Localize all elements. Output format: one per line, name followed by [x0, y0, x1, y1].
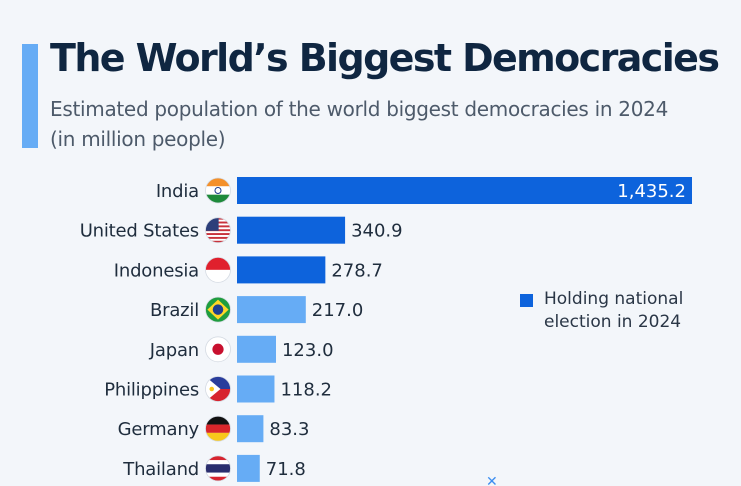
chart-subtitle: Estimated population of the world bigges… — [50, 97, 668, 151]
category-label: India — [156, 181, 199, 202]
flag-outline — [205, 256, 231, 283]
bar — [237, 335, 276, 363]
bar — [237, 454, 260, 482]
value-label: 118.2 — [280, 380, 332, 401]
bar — [237, 177, 692, 204]
india-flag-icon — [205, 178, 231, 203]
flag-outline — [205, 455, 231, 482]
bar — [237, 296, 306, 324]
flag-outline — [205, 296, 231, 323]
japan-flag-icon — [205, 336, 231, 362]
flag-outline — [205, 415, 231, 442]
value-label: 278.7 — [331, 260, 383, 281]
flag-outline — [205, 177, 231, 204]
value-label: 83.3 — [269, 419, 309, 440]
philippines-flag-icon — [205, 376, 231, 402]
thailand-flag-icon — [205, 455, 231, 481]
category-label: Philippines — [104, 380, 199, 401]
value-label: 340.9 — [351, 221, 403, 242]
category-label: Thailand — [122, 459, 199, 480]
bar — [237, 216, 346, 244]
value-label: 123.0 — [282, 340, 334, 361]
value-label: 217.0 — [312, 300, 364, 321]
legend-swatch — [520, 294, 533, 307]
germany-flag-icon — [205, 416, 231, 442]
flag-outline — [205, 336, 231, 363]
category-label: United States — [80, 221, 199, 242]
bar — [237, 256, 326, 284]
category-label: Germany — [118, 419, 200, 440]
category-label: Japan — [149, 340, 199, 361]
bar — [237, 375, 275, 403]
chart-title: The World’s Biggest Democracies — [50, 36, 720, 80]
category-label: Indonesia — [114, 260, 199, 281]
title-accent-bar — [22, 44, 38, 148]
brazil-flag-icon — [205, 297, 231, 323]
statista-logo-fragment-icon: ✕ — [486, 474, 498, 486]
bar — [237, 415, 264, 443]
legend-label: Holding national election in 2024 — [544, 289, 684, 332]
indonesia-flag-icon — [205, 257, 231, 283]
value-label: 1,435.2 — [617, 181, 686, 202]
category-label: Brazil — [150, 300, 199, 321]
flag-outline — [205, 376, 231, 402]
flag-outline — [205, 217, 231, 244]
value-label: 71.8 — [266, 459, 306, 480]
